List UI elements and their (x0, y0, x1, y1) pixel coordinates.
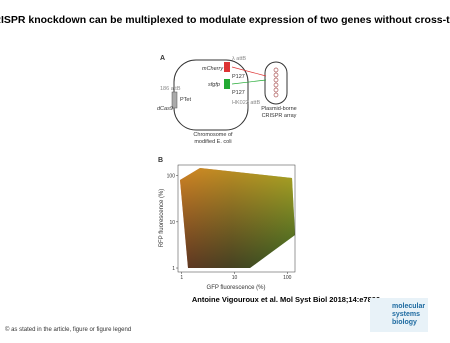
label: 186 attB (160, 86, 181, 92)
label: PTet (180, 97, 191, 103)
label: dCas9 (157, 106, 173, 112)
logo-bg (370, 298, 428, 332)
logo-text: systems (392, 311, 420, 318)
panel-b: B GFP fluorescence (%) RFP fluorescence … (158, 157, 296, 291)
label: sfgfp (208, 82, 220, 88)
gfp-gene (224, 79, 230, 89)
x-axis-label: GFP fluorescence (%) (207, 285, 266, 291)
dcas9-gene (171, 91, 178, 109)
label: Plasmid-borne CRISPR array (261, 106, 297, 119)
y-tick-label: 100 (167, 174, 176, 180)
y-axis-label: RFP fluorescence (%) (159, 189, 165, 248)
x-tick-label: 100 (283, 275, 292, 281)
citation: Antoine Vigouroux et al. Mol Syst Biol 2… (192, 295, 380, 304)
point-cloud (180, 168, 295, 268)
panel-label: A (160, 55, 165, 62)
logo: molecular systems biology (370, 298, 428, 332)
logo-text: molecular (392, 303, 425, 310)
footer: © as stated in the article, figure or fi… (5, 326, 131, 333)
label: P127 (232, 90, 245, 96)
y-tick-label: 1 (172, 266, 175, 272)
x-tick-label: 10 (232, 275, 238, 281)
panel-a: A λ attB mCherry P127 sfgfp P127 186 att… (157, 55, 297, 145)
array (273, 67, 279, 98)
arrow (231, 79, 267, 85)
label: mCherry (202, 66, 224, 72)
label: HK022 attB (232, 100, 260, 106)
x-tick-label: 1 (180, 275, 183, 281)
label: λ attB (232, 56, 246, 62)
title: CRISPR knockdown can be multiplexed to m… (0, 14, 450, 26)
logo-text: biology (392, 319, 417, 326)
plot-frame (177, 164, 296, 273)
arrow (231, 66, 267, 77)
panel-label: B (158, 157, 163, 164)
label: Chromosome of modified E. coli (193, 132, 233, 145)
label-box: Chromosome of modified E. coli (193, 132, 233, 145)
mcherry-gene (224, 62, 230, 72)
label: P127 (232, 74, 245, 80)
label-box: Plasmid-borne CRISPR array (261, 106, 297, 119)
y-tick-label: 10 (169, 220, 175, 226)
plasmid (264, 61, 288, 105)
